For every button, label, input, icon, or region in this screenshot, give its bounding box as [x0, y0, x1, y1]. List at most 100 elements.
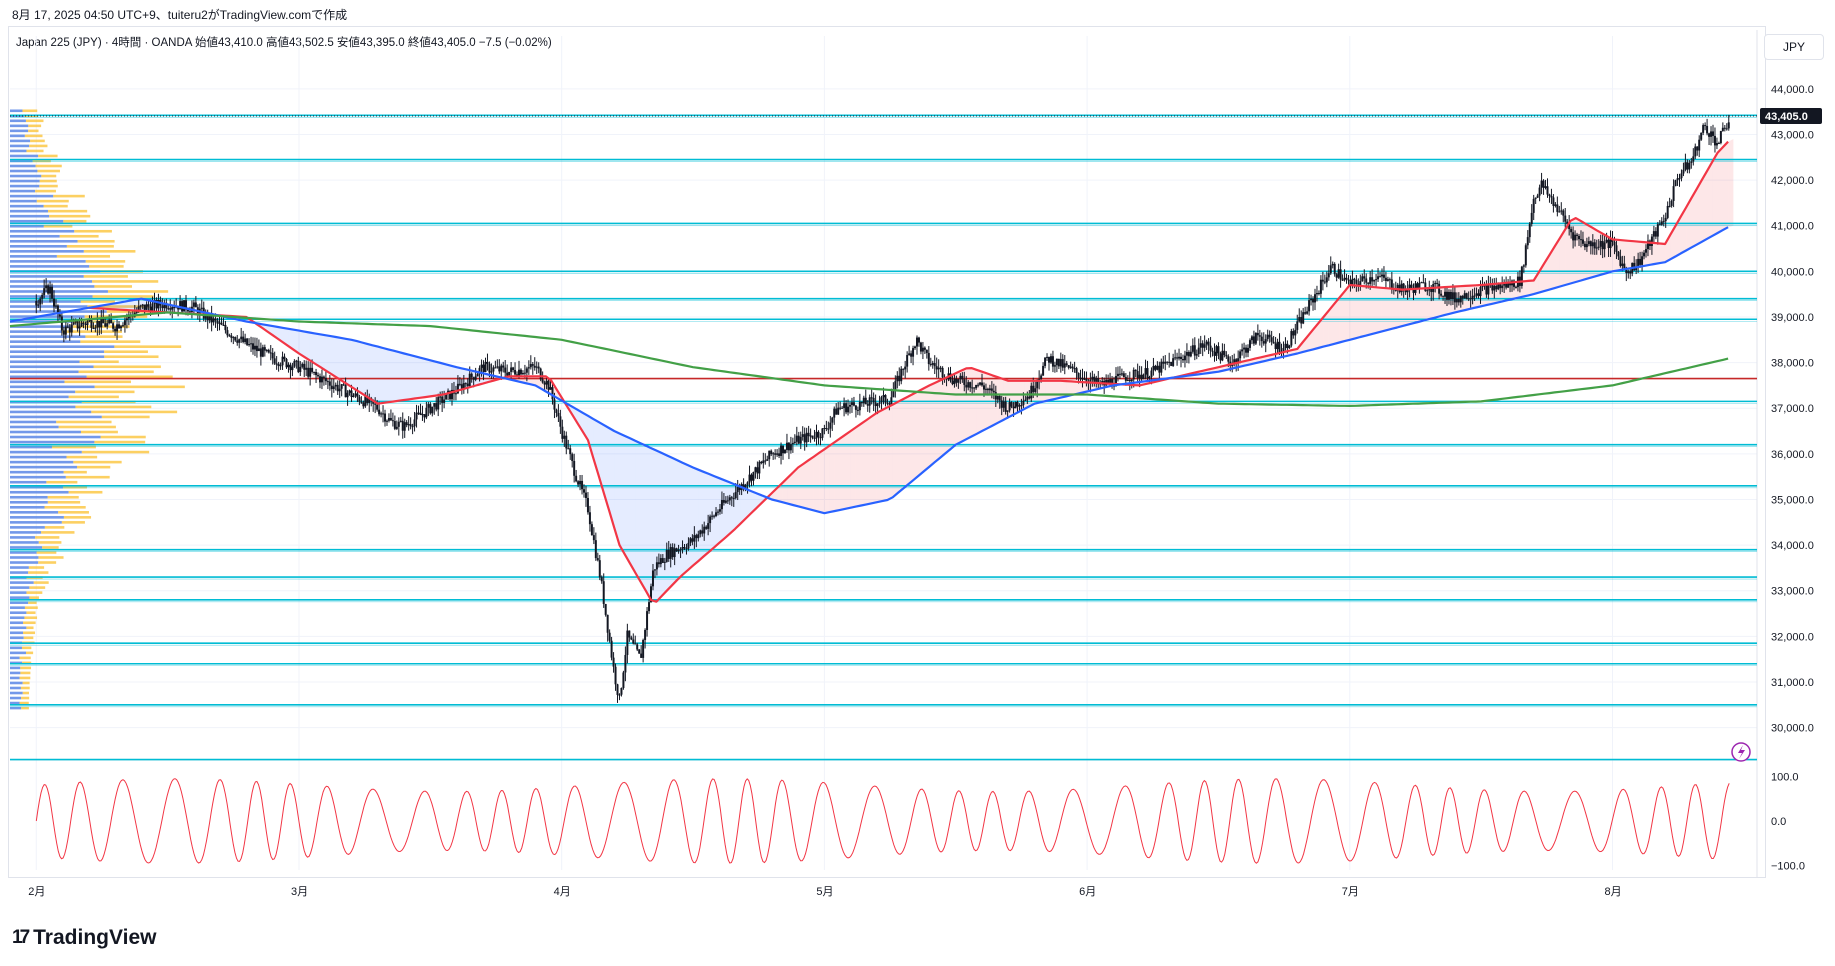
- ma-fill-segment: [708, 473, 715, 552]
- candle-body: [1522, 265, 1525, 267]
- candle-body: [1341, 279, 1344, 281]
- candle-body: [498, 366, 501, 372]
- volume-profile-bar-down: [77, 239, 115, 243]
- candle-body: [1061, 359, 1064, 368]
- candle-body: [677, 549, 680, 552]
- ma-fill-segment: [740, 486, 746, 524]
- candle-body: [929, 364, 932, 366]
- candle-body: [1315, 293, 1318, 295]
- ma-fill-segment: [1008, 380, 1014, 418]
- candle-body: [1418, 282, 1421, 290]
- candle-body: [1292, 331, 1295, 336]
- candle-body: [782, 445, 785, 454]
- candle-body: [1109, 379, 1112, 384]
- volume-profile-bar-up: [10, 164, 36, 168]
- candle-body: [486, 361, 489, 364]
- ma-fill-segment: [782, 477, 788, 504]
- candle-body: [1412, 287, 1415, 293]
- candle-body: [291, 366, 294, 371]
- candle-body: [206, 312, 209, 321]
- candle-body: [975, 384, 978, 389]
- volume-profile-bar-down: [80, 340, 141, 343]
- candle-body: [1534, 197, 1537, 199]
- candle-body: [1430, 288, 1433, 293]
- volume-profile-bar-down: [63, 516, 92, 519]
- candle-body: [551, 387, 554, 400]
- volume-profile-bar-down: [25, 119, 44, 123]
- candle-body: [98, 320, 101, 328]
- candle-body: [1329, 265, 1332, 274]
- candle-body: [236, 340, 239, 343]
- ma-fill-segment: [330, 336, 336, 377]
- volume-profile-bar-up: [10, 440, 95, 444]
- ma-fill-segment: [819, 449, 825, 514]
- candle-body: [774, 453, 777, 455]
- candle-body: [1481, 285, 1484, 288]
- candle-body: [1706, 125, 1709, 134]
- candle-body: [1020, 405, 1023, 407]
- candle-body: [1053, 365, 1056, 367]
- ma-fill-segment: [661, 452, 667, 597]
- volume-profile-bar-up: [10, 656, 20, 660]
- candle-body: [86, 321, 89, 325]
- ma-fill-segment: [924, 385, 930, 472]
- candle-body: [523, 372, 526, 374]
- tradingview-logo[interactable]: 17 TradingView: [12, 926, 156, 950]
- volume-profile-bar-down: [35, 189, 56, 193]
- candle-body: [123, 320, 126, 326]
- candle-body: [423, 414, 426, 418]
- candle-body: [906, 355, 909, 367]
- candle-body: [917, 337, 920, 343]
- candle-body: [748, 474, 751, 483]
- ma-fill-segment: [672, 457, 678, 586]
- candle-body: [910, 353, 913, 357]
- alert-icon[interactable]: [1731, 742, 1751, 762]
- volume-profile-bar-up: [10, 260, 86, 263]
- candle-body: [565, 435, 568, 449]
- candle-body: [835, 408, 838, 415]
- candle-body: [872, 397, 875, 403]
- ma-fill-segment: [304, 331, 310, 361]
- volume-profile-bar-up: [10, 541, 39, 544]
- candle-body: [439, 396, 442, 398]
- candle-body: [1111, 379, 1114, 386]
- candle-body: [1030, 385, 1033, 399]
- candle-body: [1564, 215, 1567, 222]
- candle-body: [1312, 298, 1315, 303]
- candle-body: [571, 454, 574, 461]
- candle-body: [626, 630, 629, 655]
- candle-body: [984, 388, 987, 390]
- volume-profile-bar-down: [80, 430, 118, 434]
- candle-body: [1495, 285, 1498, 290]
- candle-body: [348, 390, 351, 393]
- candle-body: [68, 327, 71, 333]
- candle-body: [1118, 373, 1121, 375]
- price-tick-label: 41,000.0: [1771, 221, 1814, 233]
- candle-body: [715, 512, 718, 516]
- candle-body: [1560, 210, 1563, 212]
- candle-body: [110, 319, 113, 324]
- candle-body: [1262, 341, 1265, 344]
- symbol-name[interactable]: Japan 225 (JPY): [16, 37, 102, 49]
- volume-profile-bar-up: [10, 405, 76, 409]
- candle-body: [638, 649, 641, 654]
- volume-profile-bar-up: [10, 561, 39, 564]
- candle-body: [163, 302, 166, 309]
- candle-body: [1093, 376, 1096, 382]
- oscillator-tick-label: 0.0: [1771, 816, 1786, 828]
- candle-body: [870, 397, 873, 399]
- ma-fill-segment: [787, 472, 793, 505]
- candle-body: [1530, 212, 1533, 224]
- candle-body: [876, 403, 879, 407]
- ma-fill-segment: [1717, 147, 1723, 234]
- volume-profile-bar-down: [49, 214, 91, 218]
- interval-label[interactable]: 4時間: [111, 37, 142, 49]
- volume-profile-bar-down: [32, 159, 51, 163]
- volume-profile-bar-up: [10, 219, 64, 223]
- candle-body: [1643, 252, 1646, 257]
- currency-button[interactable]: JPY: [1764, 34, 1824, 60]
- candle-body: [1493, 285, 1496, 291]
- candle-body: [1668, 205, 1671, 207]
- candle-body: [194, 302, 197, 308]
